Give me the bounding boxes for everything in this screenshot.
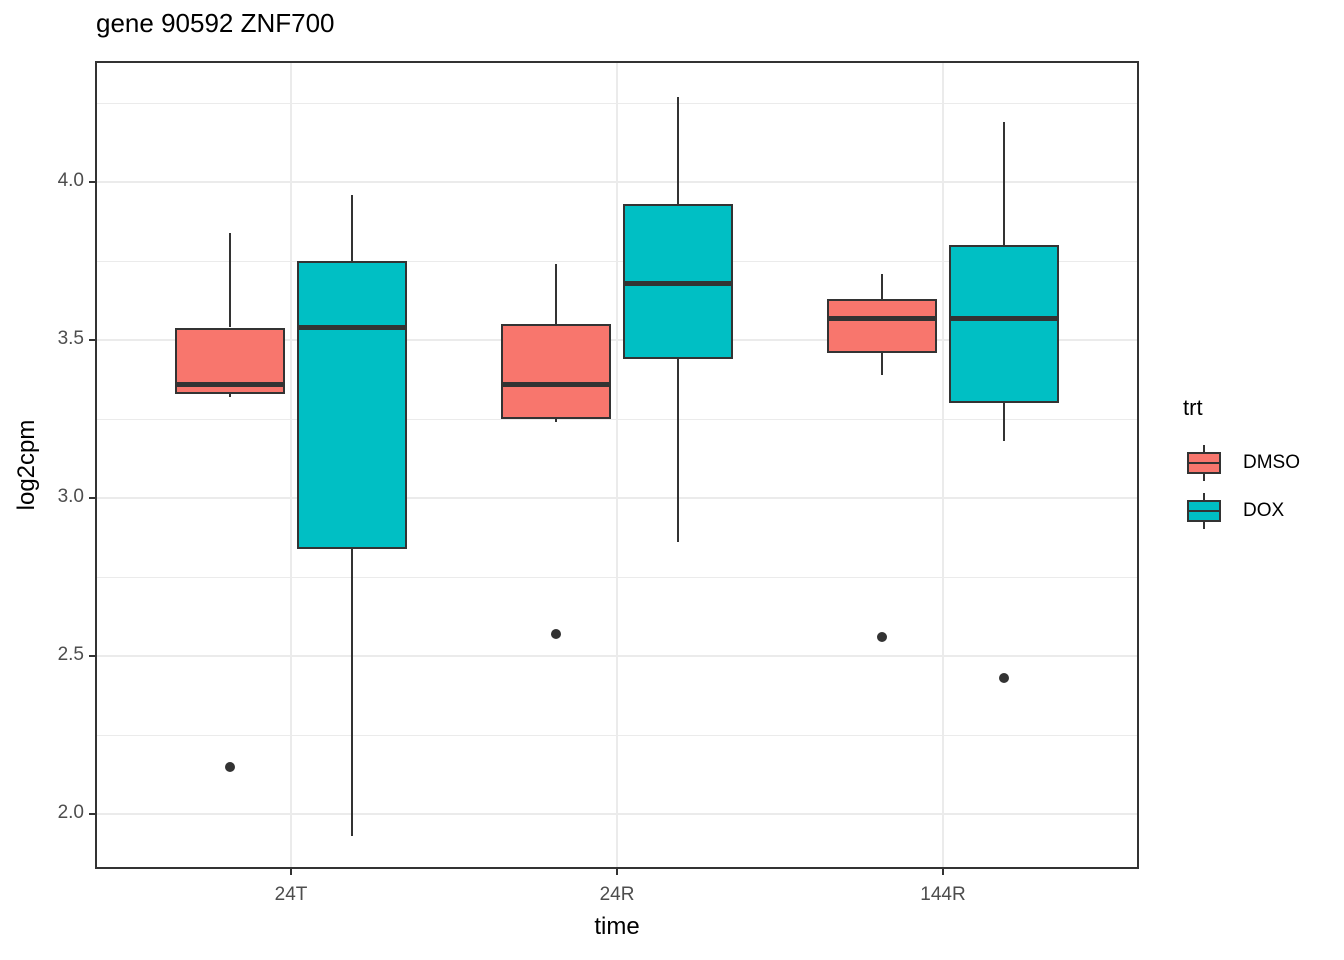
box-144R-DOX [949,245,1059,404]
box-144R-DOX-median [951,315,1057,321]
x-tick-mark [290,868,292,875]
box-24T-DMSO-lower-whisker [229,393,231,398]
box-24T-DOX [297,261,407,549]
x-tick-mark [616,868,618,875]
box-24R-DOX-lower-whisker [677,359,679,543]
boxplot-key-dox-icon [1187,493,1223,529]
box-24R-DMSO [501,324,611,420]
y-tick-mark [89,655,96,658]
x-tick-label: 24T [274,884,308,905]
box-144R-DOX-lower-whisker [1003,403,1005,442]
box-144R-DMSO [827,299,937,353]
chart-title: gene 90592 ZNF700 [96,8,335,38]
y-tick-label: 3.0 [57,486,84,508]
box-144R-DOX-upper-whisker [1003,122,1005,246]
boxplot-key-dmso-icon [1187,445,1223,481]
gridline-vertical [942,62,944,868]
box-24R-DMSO-upper-whisker [555,264,557,325]
y-tick-mark [89,339,96,342]
x-tick-mark [942,868,944,875]
y-tick-mark [89,497,96,500]
legend-entry-dox: DOX [1183,493,1300,529]
y-tick-label: 2.0 [57,802,84,824]
box-144R-DMSO-upper-whisker [881,273,883,300]
gridline-vertical [290,62,292,868]
legend-title: trt [1183,395,1203,420]
y-tick-mark [89,181,96,184]
gridline-vertical [616,62,618,868]
box-144R-DMSO-outlier [877,632,887,643]
y-tick-label: 4.0 [57,170,84,192]
y-tick-label: 2.5 [57,644,84,666]
box-24R-DOX-upper-whisker [677,96,679,205]
box-24R-DMSO-lower-whisker [555,419,557,423]
box-24T-DOX-median [299,325,405,330]
box-24T-DOX-upper-whisker [351,194,353,262]
x-tick-label: 144R [920,884,966,905]
box-144R-DMSO-lower-whisker [881,352,883,375]
y-tick-mark [89,813,96,816]
y-tick-label: 3.5 [57,328,84,350]
box-24T-DMSO-outlier [225,761,235,772]
box-24R-DMSO-outlier [551,629,561,640]
box-24T-DMSO-median [177,381,283,387]
legend-label-dmso: DMSO [1243,452,1300,473]
x-tick-label: 24R [599,884,635,905]
box-24T-DMSO-upper-whisker [229,232,231,328]
box-144R-DOX-outlier [999,673,1009,684]
legend: trt DMSO DOX [1183,395,1300,529]
x-axis-title: time [594,913,640,940]
box-24T-DOX-lower-whisker [351,548,353,837]
legend-label-dox: DOX [1243,500,1285,521]
box-24R-DMSO-median [503,381,609,387]
legend-entry-dmso: DMSO [1183,445,1300,481]
box-24R-DOX-median [625,280,731,286]
box-144R-DMSO-median [829,315,935,321]
